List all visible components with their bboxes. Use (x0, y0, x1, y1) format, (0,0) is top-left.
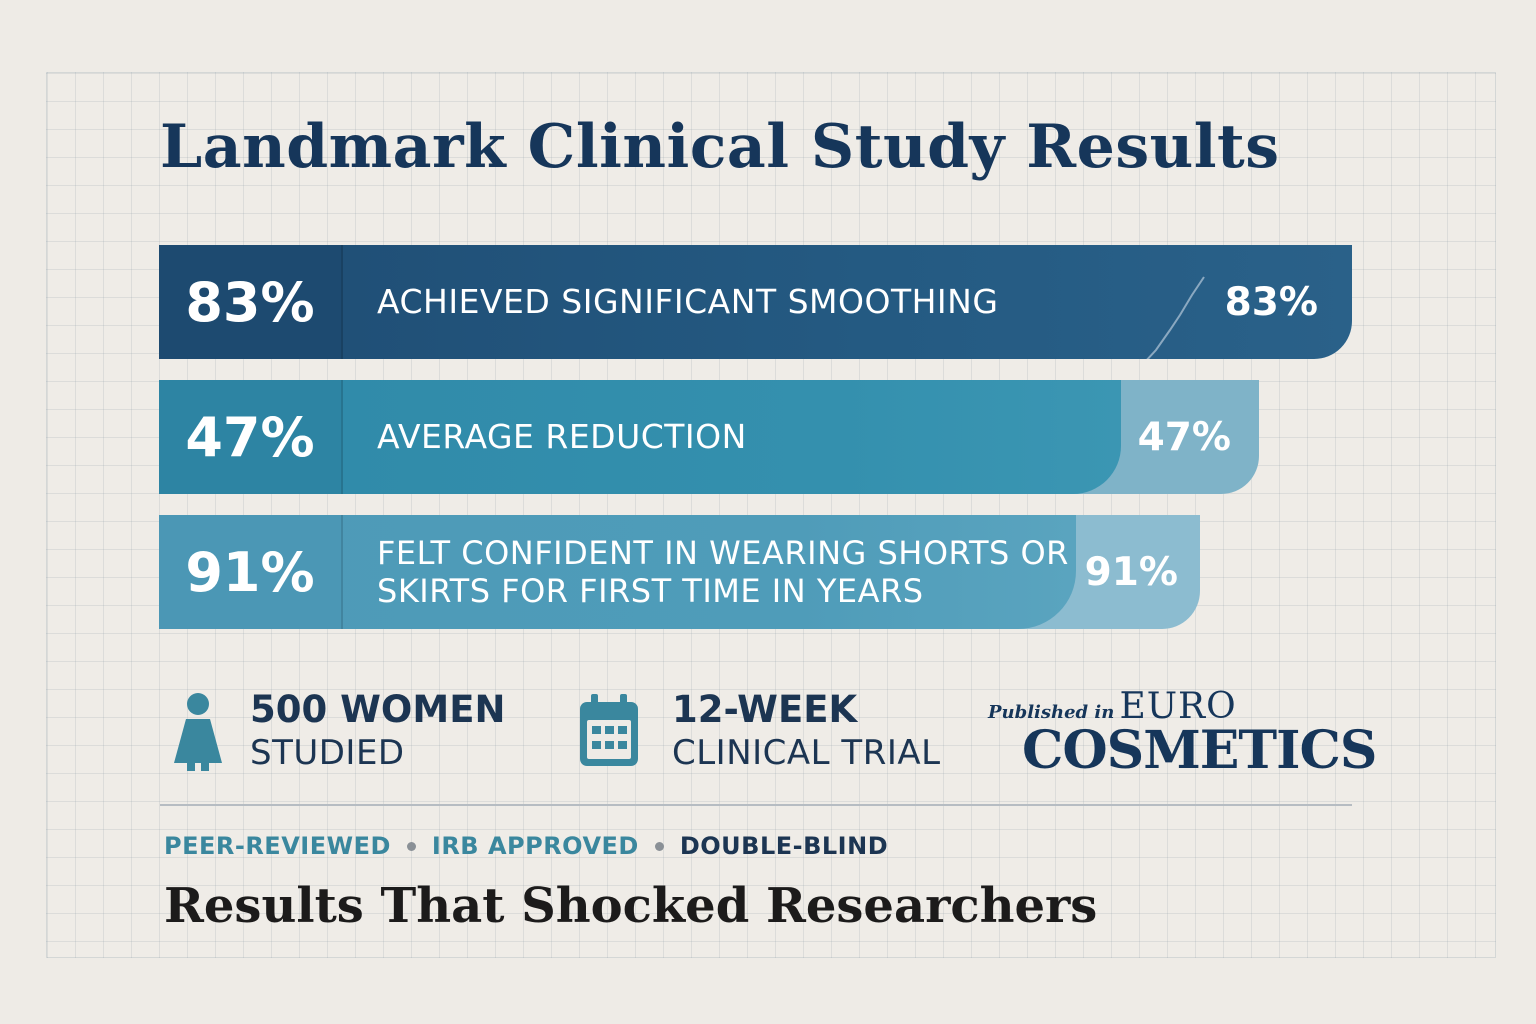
subtitle: Results That Shocked Researchers (164, 878, 1098, 934)
bar-lead-value: 83% (159, 245, 343, 359)
tag-peer-reviewed: PEER-REVIEWED (164, 832, 391, 860)
bar-label: ACHIEVED SIGNIFICANT SMOOTHING (377, 282, 999, 321)
publication-name-line1: EURO (1119, 686, 1237, 727)
bar-lead-value: 47% (159, 380, 343, 494)
separator-dot (654, 841, 664, 851)
stat-secondary: CLINICAL TRIAL (672, 733, 941, 773)
stat-secondary: STUDIED (250, 733, 405, 773)
page-title: Landmark Clinical Study Results (160, 112, 1280, 182)
publication-credit: Published in EURO COSMETICS (988, 686, 1377, 781)
bar-label: FELT CONFIDENT IN WEARING SHORTS OR SKIR… (377, 534, 1069, 610)
person-icon (174, 693, 222, 771)
divider (160, 804, 1352, 806)
stat-women-studied: 500 WOMEN STUDIED (172, 688, 505, 774)
stat-bar-reduction: 47% AVERAGE REDUCTION 47% (159, 380, 1259, 494)
bar-end-value: 47% (1137, 414, 1231, 460)
stat-bar-smoothing: 83% ACHIEVED SIGNIFICANT SMOOTHING 83% (159, 245, 1352, 359)
bar-label: AVERAGE REDUCTION (377, 417, 747, 456)
bar-end-value: 91% (1084, 549, 1178, 595)
bar-lead-value: 91% (159, 515, 343, 629)
study-tags: PEER-REVIEWED IRB APPROVED DOUBLE-BLIND (164, 832, 888, 860)
stat-primary: 12-WEEK (672, 688, 858, 731)
bar-end-value: 83% (1224, 279, 1318, 325)
publication-prefix: Published in (988, 702, 1115, 723)
tag-double-blind: DOUBLE-BLIND (679, 832, 889, 860)
separator-dot (406, 841, 416, 851)
tag-irb-approved: IRB APPROVED (431, 832, 639, 860)
stat-bar-confidence: 91% FELT CONFIDENT IN WEARING SHORTS OR … (159, 515, 1200, 629)
publication-name-line2: COSMETICS (1022, 720, 1377, 781)
stat-primary: 500 WOMEN (250, 688, 506, 731)
crack-decoration (1146, 276, 1205, 359)
stat-clinical-trial: 12-WEEK CLINICAL TRIAL (578, 688, 941, 774)
calendar-icon (580, 694, 638, 766)
